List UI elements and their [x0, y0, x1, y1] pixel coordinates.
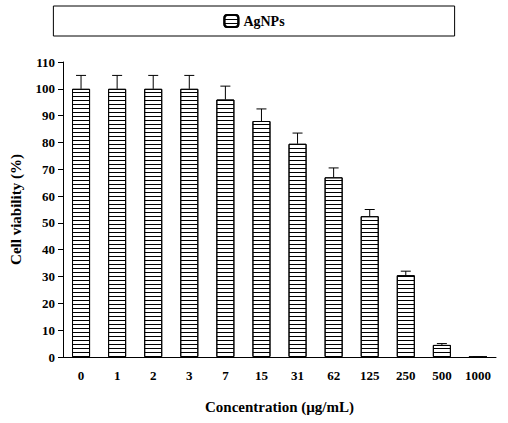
svg-text:Cell viability (%): Cell viability (%)	[8, 154, 25, 265]
svg-text:80: 80	[42, 135, 55, 150]
svg-text:0: 0	[49, 350, 56, 365]
svg-text:20: 20	[42, 296, 55, 311]
svg-text:62: 62	[327, 368, 340, 383]
svg-text:10: 10	[42, 323, 55, 338]
svg-text:90: 90	[42, 108, 55, 123]
svg-text:70: 70	[42, 162, 55, 177]
svg-text:0: 0	[78, 368, 85, 383]
svg-text:1: 1	[114, 368, 121, 383]
svg-text:Concentration (µg/mL): Concentration (µg/mL)	[205, 399, 354, 416]
svg-text:125: 125	[360, 368, 380, 383]
svg-text:1000: 1000	[465, 368, 491, 383]
svg-text:100: 100	[36, 81, 56, 96]
svg-text:50: 50	[42, 215, 55, 230]
svg-text:40: 40	[42, 242, 55, 257]
svg-text:7: 7	[222, 368, 229, 383]
svg-text:500: 500	[432, 368, 452, 383]
svg-text:15: 15	[255, 368, 269, 383]
svg-text:30: 30	[42, 269, 55, 284]
svg-text:250: 250	[396, 368, 416, 383]
svg-text:31: 31	[291, 368, 304, 383]
svg-text:60: 60	[42, 189, 55, 204]
svg-text:110: 110	[36, 55, 55, 70]
svg-text:2: 2	[150, 368, 157, 383]
svg-text:3: 3	[186, 368, 193, 383]
svg-text:AgNPs: AgNPs	[243, 14, 285, 29]
